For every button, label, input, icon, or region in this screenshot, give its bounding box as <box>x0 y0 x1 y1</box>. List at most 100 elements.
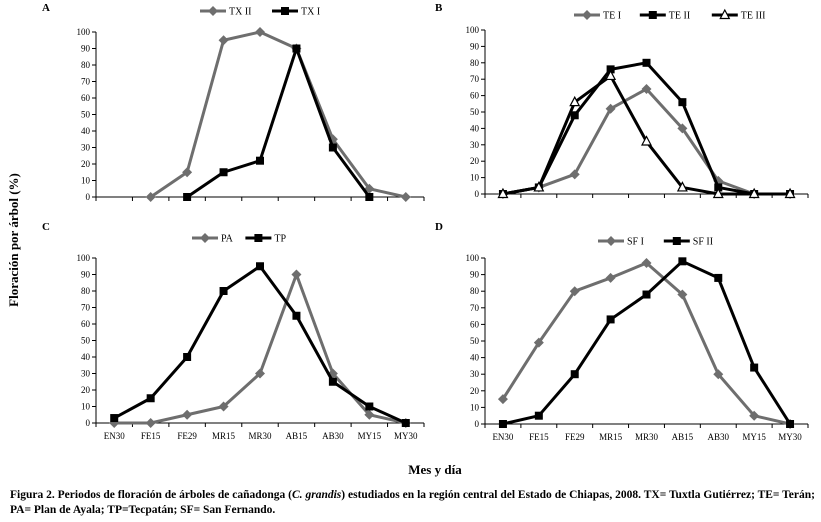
data-point <box>606 65 615 74</box>
x-tick-label: MR15 <box>212 431 236 441</box>
data-point <box>183 353 192 361</box>
y-tick-label: 50 <box>470 107 480 117</box>
panel-a: A 0 10 20 30 40 50 60 70 80 90 100 TX II TX I <box>42 2 425 202</box>
data-point <box>365 193 374 201</box>
y-tick-label: 20 <box>470 386 480 396</box>
data-point <box>750 363 759 372</box>
data-point <box>749 410 760 421</box>
legend-entry: SF I <box>598 236 644 248</box>
legend-entry: TE II <box>639 11 690 22</box>
x-tick-label: MY30 <box>394 431 418 441</box>
legend-label: TE III <box>741 11 766 22</box>
legend-marker <box>648 11 657 19</box>
caption-species: C. grandis <box>292 489 342 501</box>
panel-letter: C <box>42 221 50 233</box>
data-point <box>218 401 229 412</box>
data-point <box>255 368 265 379</box>
legend-label: SF I <box>627 237 644 248</box>
panel-c: C 0 10 20 30 40 50 60 70 80 90 100 EN30 FE15 FE29 MR15 M… <box>42 221 425 441</box>
y-tick-label: 30 <box>81 369 91 379</box>
y-tick-label: 30 <box>81 143 91 153</box>
legend-label: SF II <box>693 237 713 248</box>
y-tick-label: 90 <box>81 44 91 54</box>
x-tick-label: MR15 <box>599 432 623 442</box>
caption-text-1: Figura 2. Periodos de floración de árbol… <box>10 489 293 501</box>
data-point <box>713 369 724 380</box>
data-point <box>678 98 687 107</box>
legend-entry: SF II <box>663 237 713 248</box>
data-point <box>497 187 509 199</box>
legend-entry: TX II <box>200 6 252 18</box>
x-tick-label: FE29 <box>565 432 585 442</box>
y-tick-label: 10 <box>81 176 91 186</box>
y-tick-label: 80 <box>81 60 91 70</box>
y-tick-label: 100 <box>77 27 91 37</box>
data-point <box>533 337 544 348</box>
data-point <box>183 193 192 201</box>
data-point <box>497 394 508 405</box>
y-tick-label: 0 <box>475 419 480 429</box>
data-point <box>748 187 760 199</box>
x-tick-label: AB15 <box>286 431 308 441</box>
data-point <box>400 192 411 202</box>
legend-label: TX I <box>301 7 320 18</box>
x-tick-label: EN30 <box>104 431 125 441</box>
data-point <box>677 123 688 134</box>
y-tick-label: 60 <box>470 91 480 101</box>
panel-letter: D <box>435 221 443 233</box>
y-tick-label: 10 <box>470 173 480 183</box>
legend-entry: PA <box>192 233 234 245</box>
data-point <box>498 420 507 428</box>
data-point <box>605 272 616 283</box>
figure-caption: Figura 2. Periodos de floración de árbol… <box>10 488 815 518</box>
y-tick-label: 40 <box>81 352 91 362</box>
y-axis-title: Floración por árbol (%) <box>6 173 21 307</box>
data-point <box>291 269 302 280</box>
panel-letter: A <box>42 2 50 14</box>
y-tick-label: 100 <box>466 25 480 35</box>
legend-marker <box>719 8 731 20</box>
y-tick-label: 70 <box>470 74 480 84</box>
series-te-iii <box>497 69 796 199</box>
data-point <box>328 377 337 386</box>
panel-b: B 0 10 20 30 40 50 60 70 80 90 100 TE I TE II TE III <box>435 2 809 199</box>
data-point <box>784 187 796 199</box>
x-tick-label: AB30 <box>322 431 344 441</box>
data-point <box>641 84 652 95</box>
data-point <box>641 135 652 146</box>
x-tick-label: MR30 <box>635 432 659 442</box>
data-point <box>712 187 724 199</box>
y-tick-label: 100 <box>77 253 91 263</box>
data-point <box>256 262 264 271</box>
data-point <box>146 394 155 403</box>
y-tick-label: 40 <box>470 353 480 363</box>
data-point <box>182 167 193 178</box>
data-point <box>145 192 156 202</box>
y-tick-label: 50 <box>81 336 91 346</box>
data-point <box>641 257 652 268</box>
data-point <box>218 35 229 46</box>
y-tick-label: 100 <box>466 253 480 263</box>
x-tick-label: MR30 <box>248 431 272 441</box>
x-tick-label: FE15 <box>141 431 161 441</box>
legend-entry: TX I <box>272 7 320 18</box>
legend-marker <box>606 236 616 246</box>
legend-entry: TE III <box>711 8 766 22</box>
data-point <box>292 311 301 320</box>
legend-label: TP <box>274 234 286 245</box>
y-tick-label: 30 <box>470 140 480 150</box>
data-point <box>642 58 651 67</box>
data-point <box>534 411 543 420</box>
series-tx-i <box>183 44 374 201</box>
data-point <box>219 168 228 177</box>
y-tick-label: 60 <box>81 319 91 329</box>
panel-d: D 0 10 20 30 40 50 60 70 80 90 100 EN30 FE15 FE29 MR15 M… <box>435 221 809 442</box>
x-tick-label: MY15 <box>742 432 766 442</box>
legend-marker <box>254 234 263 242</box>
y-tick-label: 40 <box>470 123 480 133</box>
y-tick-label: 90 <box>470 270 480 280</box>
legend-marker <box>208 6 218 16</box>
series-line <box>149 30 407 199</box>
